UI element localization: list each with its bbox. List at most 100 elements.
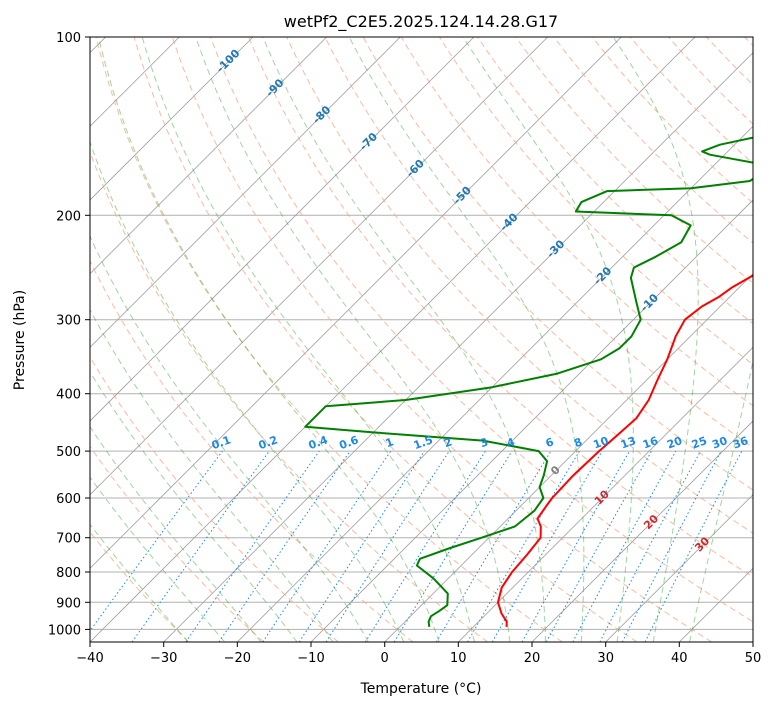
y-tick-label: 600	[56, 492, 81, 507]
dry-adiabat-line	[171, 37, 712, 642]
mixing-ratio-line	[131, 450, 270, 642]
mixing-ratio-label: 0.2	[257, 433, 280, 452]
isotherm-line	[384, 273, 753, 642]
mixing-ratio-line	[298, 450, 425, 642]
moist-adiabat-line	[262, 37, 546, 642]
mixing-ratio-label: 30	[710, 434, 729, 452]
x-tick-label: 50	[745, 651, 762, 666]
mixing-ratio-line	[262, 450, 392, 642]
moist-adiabat-line	[141, 37, 475, 642]
mixing-ratio-line	[185, 450, 320, 642]
moist-adiabat-line	[98, 37, 440, 642]
mixing-ratio-line	[325, 450, 450, 642]
dry-adiabat-line	[286, 37, 753, 534]
dry-adiabat-line	[248, 37, 753, 578]
mixing-ratio-label: 1	[384, 435, 396, 450]
moist-adiabat-line	[462, 37, 634, 642]
moist-adiabat-line	[348, 37, 585, 642]
mixing-ratio-label: 10	[591, 434, 610, 452]
isotherm-line	[90, 37, 401, 348]
moist-adiabat-line	[90, 425, 262, 642]
axes-layer: −40 −30 −20 −10 0 10 20 30 40 5010020030040050060…	[48, 31, 761, 666]
moist-adiabat-line	[689, 358, 753, 642]
moist-adiabat-line	[90, 308, 334, 642]
chart-title: wetPf2_C2E5.2025.124.14.28.G17	[284, 12, 558, 32]
mixing-ratio-line	[90, 450, 223, 632]
isotherm-line	[90, 37, 475, 422]
moist-adiabat-line	[90, 476, 226, 642]
mixing-ratio-label: 8	[572, 435, 584, 450]
moist-adiabat-line	[612, 37, 699, 642]
isotherm-line	[90, 37, 696, 642]
mixing-ratio-label: 3	[478, 435, 490, 450]
x-tick-label: 40	[671, 651, 688, 666]
dry-adiabat-line	[90, 259, 414, 642]
mixing-ratio-label: 0.6	[338, 433, 361, 452]
dry-adiabat-line	[95, 37, 563, 642]
isotherm-line	[90, 37, 254, 201]
y-tick-label: 800	[56, 566, 81, 581]
x-tick-label: 20	[524, 651, 541, 666]
mixing-ratio-label: 4	[505, 435, 517, 450]
mixing-ratio-label: 0.4	[307, 433, 330, 452]
isotherm-line	[458, 346, 753, 642]
x-tick-label: −30	[150, 651, 177, 666]
moist-adiabat-line	[195, 37, 511, 642]
mixing-ratio-label: 1.5	[412, 433, 435, 452]
dry-adiabat-line	[90, 445, 264, 642]
series-layer	[304, 136, 753, 628]
isotherm-line	[605, 494, 753, 642]
x-tick-label: −10	[297, 651, 324, 666]
plot-background	[90, 37, 753, 642]
isotherm-line	[90, 37, 548, 496]
isotherm-line	[90, 37, 622, 569]
mixing-ratio-label: 25	[690, 434, 709, 451]
y-tick-label: 400	[56, 388, 81, 403]
plot-frame	[89, 36, 754, 643]
dry-adiabat-line	[324, 37, 753, 491]
moist-adiabat-line	[90, 234, 369, 642]
x-axis-label: Temperature (°C)	[360, 681, 482, 697]
y-axis-label: Pressure (hPa)	[12, 290, 28, 390]
y-tick-label: 500	[56, 445, 81, 460]
x-tick-label: 10	[450, 651, 467, 666]
y-tick-label: 300	[56, 314, 81, 329]
y-tick-label: 200	[56, 209, 81, 224]
dry-adiabat-line	[90, 356, 339, 642]
y-tick-label: 100	[56, 31, 81, 46]
mixing-ratio-label: 20	[665, 434, 684, 452]
y-tick-label: 700	[56, 532, 81, 547]
dry-adiabat-line	[133, 37, 638, 642]
x-tick-label: −20	[224, 651, 251, 666]
isotherm-line	[531, 420, 753, 642]
isotherm-line	[90, 37, 327, 275]
y-tick-label: 900	[56, 596, 81, 611]
mixing-ratio-line	[545, 450, 653, 642]
mixing-ratio-label: 16	[641, 434, 660, 452]
isotherm-line	[163, 52, 753, 642]
dewpoint-line	[304, 136, 753, 628]
mixing-ratio-line	[572, 450, 677, 642]
mixing-ratio-line	[521, 450, 630, 642]
x-tick-label: 0	[381, 651, 389, 666]
isotherm-line	[237, 125, 753, 642]
mixing-ratio-label: 2	[442, 435, 454, 450]
background-lines	[90, 37, 753, 642]
mixing-ratio-label: 36	[731, 434, 750, 452]
dry-adiabat-line	[515, 37, 753, 284]
mixing-ratio-line	[644, 450, 743, 642]
x-tick-label: 30	[597, 651, 614, 666]
dry-adiabat-line	[210, 37, 753, 623]
mixing-ratio-line	[218, 450, 351, 642]
moist-adiabat-line	[90, 370, 298, 642]
mixing-ratio-label: 0.1	[210, 433, 233, 452]
x-tick-label: −40	[76, 651, 103, 666]
moist-adiabat-line	[90, 140, 405, 642]
y-tick-label: 1000	[48, 623, 81, 638]
moist-adiabat-line	[90, 523, 189, 642]
temperature-line	[497, 274, 753, 627]
mixing-ratio-label: 13	[619, 434, 638, 451]
mixing-ratio-label: 6	[544, 435, 556, 450]
mixing-ratio-line	[393, 450, 513, 642]
